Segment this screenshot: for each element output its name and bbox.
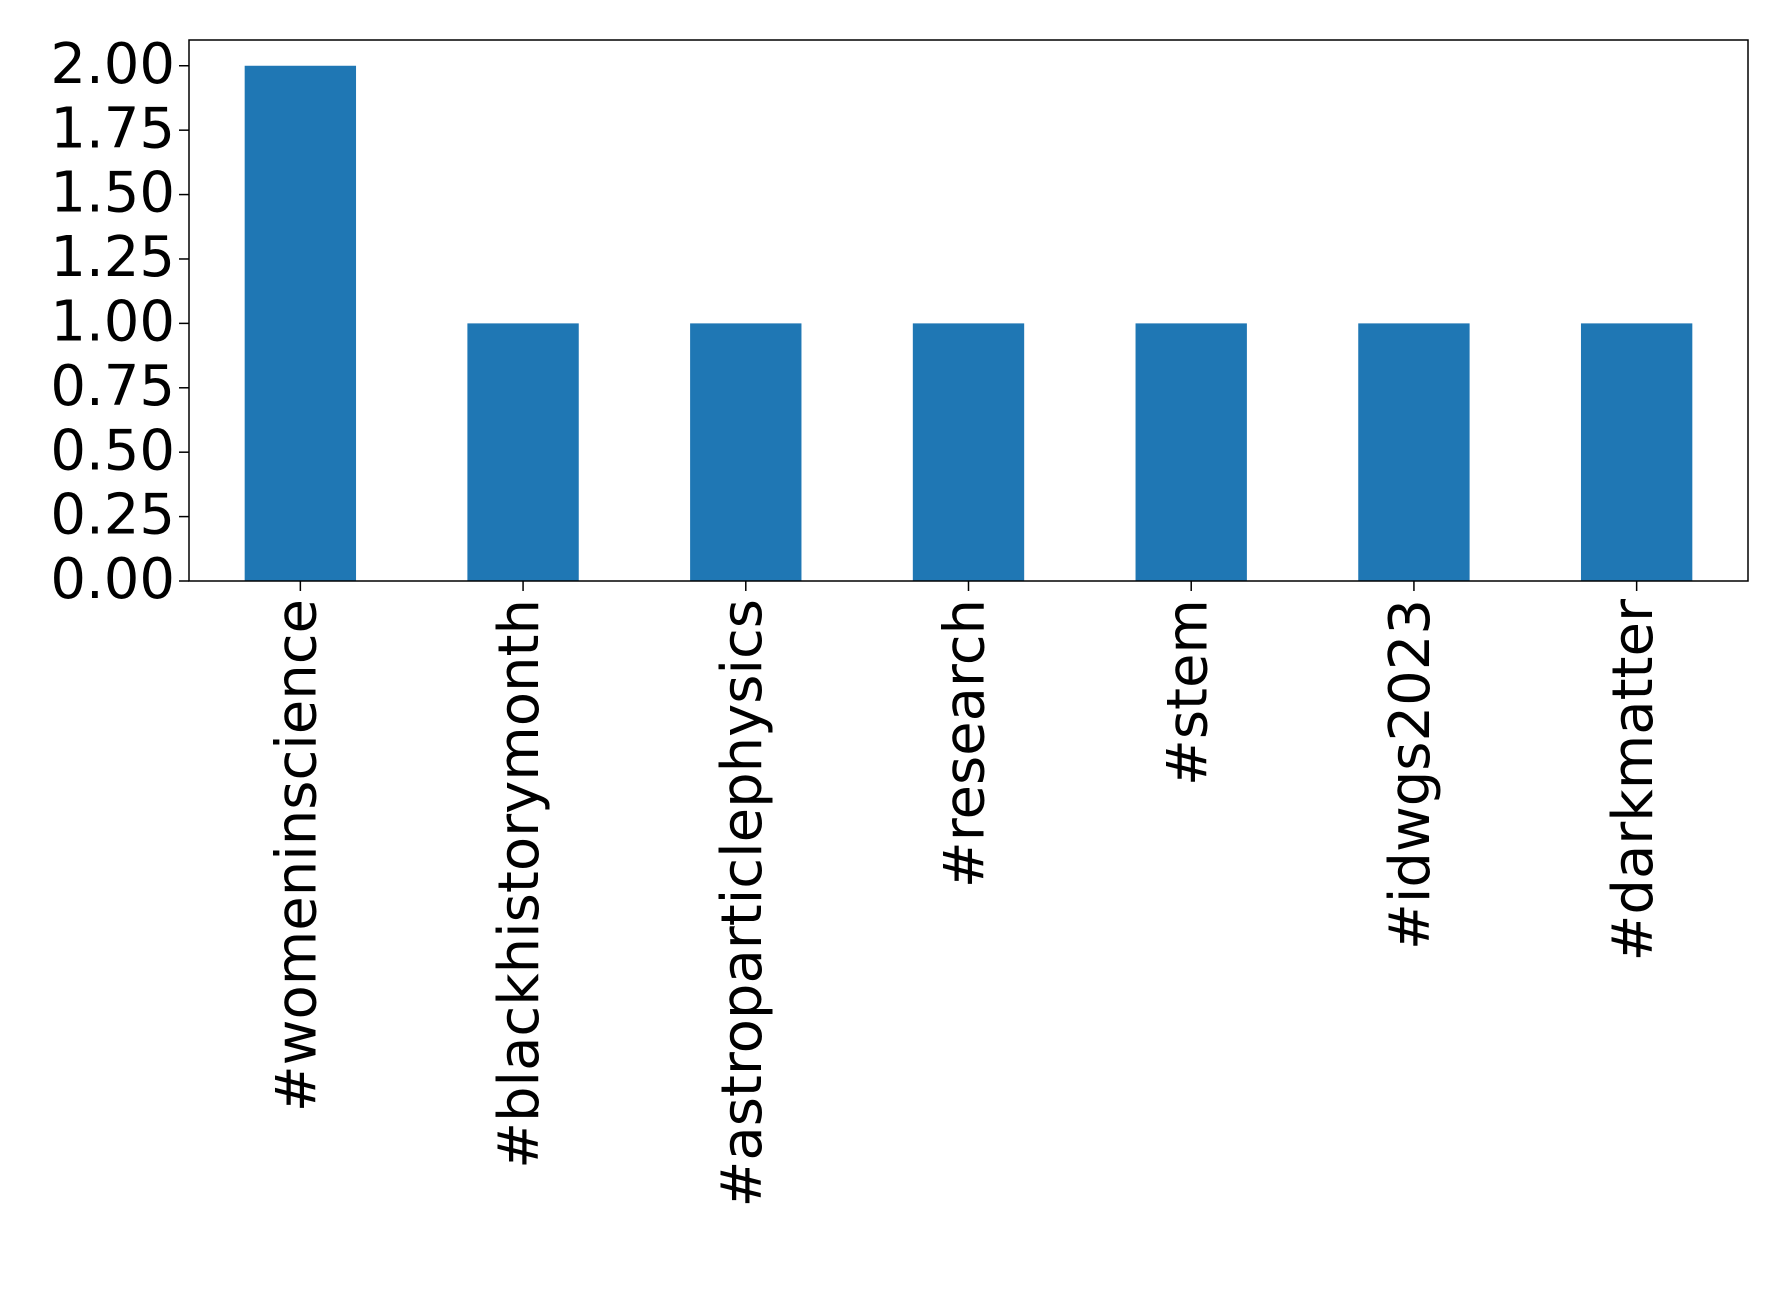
bar bbox=[244, 65, 357, 581]
y-tick-label: 1.00 bbox=[50, 290, 175, 355]
x-tick-label: #darkmatter bbox=[1601, 598, 1666, 961]
y-tick-label: 1.75 bbox=[50, 96, 175, 161]
y-tick-label: 2.00 bbox=[50, 32, 175, 97]
y-tick-label: 0.75 bbox=[50, 354, 175, 419]
y-tick-label: 1.50 bbox=[50, 161, 175, 226]
plot-frame bbox=[188, 39, 1749, 582]
y-tick-label: 0.50 bbox=[50, 418, 175, 483]
bar bbox=[467, 323, 579, 581]
x-tick-label: #blackhistorymonth bbox=[487, 599, 552, 1169]
y-tick-label: 0.00 bbox=[50, 547, 175, 612]
x-tick-label: #idwgs2023 bbox=[1378, 599, 1443, 950]
bar bbox=[690, 323, 802, 581]
bar bbox=[1358, 323, 1470, 581]
x-tick-label: #astroparticlephysics bbox=[710, 599, 775, 1208]
x-tick-label: #stem bbox=[1155, 599, 1220, 786]
bar bbox=[912, 323, 1025, 581]
y-tick-label: 0.25 bbox=[50, 483, 175, 548]
x-tick-label: #womeninscience bbox=[264, 599, 329, 1112]
bar bbox=[1580, 323, 1693, 581]
x-tick-label: #research bbox=[933, 599, 998, 888]
bar bbox=[1135, 323, 1247, 581]
y-tick-label: 1.25 bbox=[50, 225, 175, 290]
